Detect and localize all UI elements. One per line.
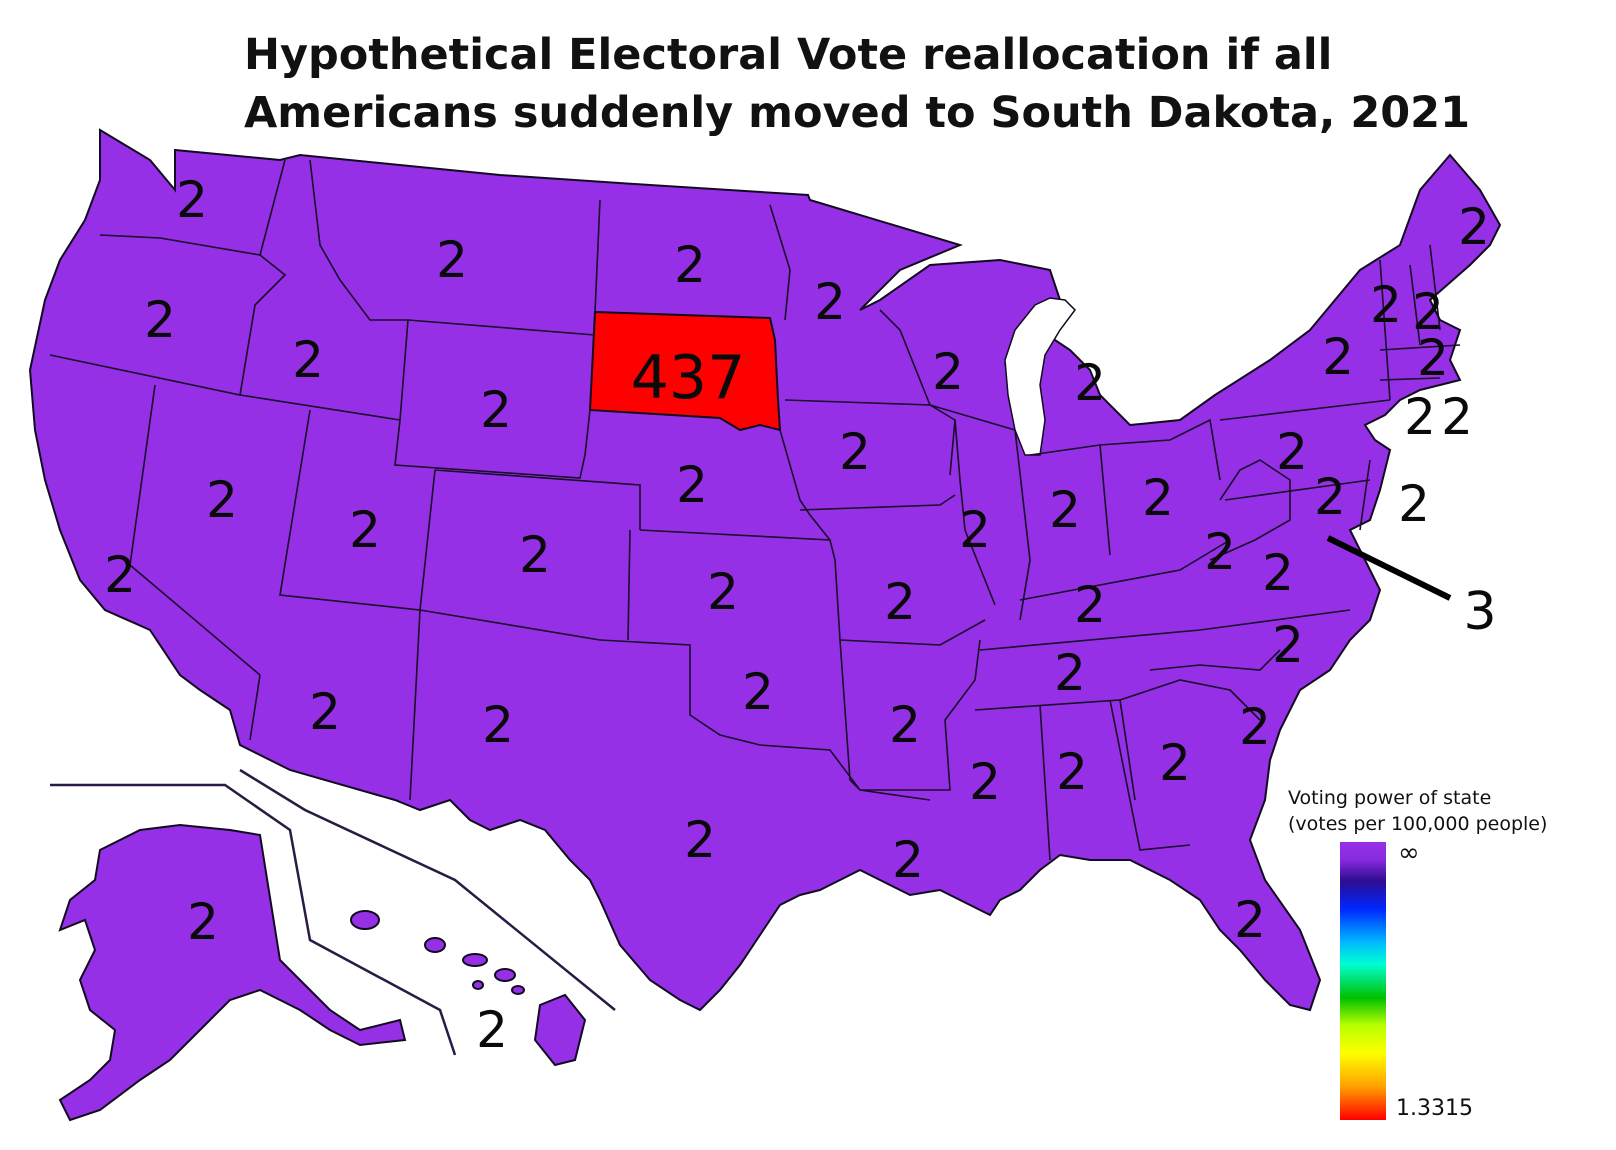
state-borders bbox=[49, 159, 1461, 861]
label-west-virginia: 2 bbox=[1204, 523, 1236, 581]
label-rhode-island: 2 bbox=[1441, 388, 1473, 446]
label-kansas: 2 bbox=[707, 563, 739, 621]
legend-max-label: ∞ bbox=[1398, 838, 1420, 868]
label-kentucky: 2 bbox=[1074, 576, 1106, 634]
label-nebraska: 2 bbox=[676, 456, 708, 514]
label-nevada: 2 bbox=[206, 471, 238, 529]
legend-title-line2: (votes per 100,000 people) bbox=[1288, 813, 1548, 835]
label-north-carolina: 2 bbox=[1272, 616, 1304, 674]
label-texas: 2 bbox=[684, 811, 716, 869]
label-florida: 2 bbox=[1234, 891, 1266, 949]
label-minnesota: 2 bbox=[814, 273, 846, 331]
alaska-shape bbox=[58, 823, 407, 1122]
label-new-mexico: 2 bbox=[482, 696, 514, 754]
label-montana: 2 bbox=[436, 231, 468, 289]
label-utah: 2 bbox=[349, 501, 381, 559]
label-oregon: 2 bbox=[144, 291, 176, 349]
label-iowa: 2 bbox=[839, 423, 871, 481]
legend-min-label: 1.3315 bbox=[1396, 1096, 1473, 1121]
dc-pointer-line bbox=[1326, 535, 1452, 601]
label-north-dakota: 2 bbox=[674, 236, 706, 294]
label-michigan: 2 bbox=[1074, 354, 1106, 412]
label-dc: 3 bbox=[1463, 582, 1496, 642]
label-oklahoma: 2 bbox=[742, 663, 774, 721]
label-california: 2 bbox=[104, 546, 136, 604]
label-ohio: 2 bbox=[1142, 469, 1174, 527]
label-wyoming: 2 bbox=[480, 381, 512, 439]
inset-border-hawaii bbox=[239, 768, 616, 1011]
label-alaska: 2 bbox=[187, 893, 219, 951]
lake-michigan bbox=[1004, 297, 1076, 456]
legend-title: Voting power of state (votes per 100,000… bbox=[1288, 785, 1547, 837]
label-vermont: 2 bbox=[1370, 276, 1402, 334]
label-washington: 2 bbox=[176, 171, 208, 229]
label-idaho: 2 bbox=[292, 331, 324, 389]
label-maryland: 2 bbox=[1314, 468, 1346, 526]
label-wisconsin: 2 bbox=[932, 343, 964, 401]
label-hawaii: 2 bbox=[476, 1001, 508, 1059]
label-tennessee: 2 bbox=[1054, 644, 1086, 702]
label-colorado: 2 bbox=[519, 526, 551, 584]
label-louisiana: 2 bbox=[892, 831, 924, 889]
label-virginia: 2 bbox=[1262, 544, 1294, 602]
legend-title-line1: Voting power of state bbox=[1288, 787, 1492, 809]
label-new-hampshire: 2 bbox=[1412, 283, 1444, 341]
label-georgia: 2 bbox=[1159, 734, 1191, 792]
label-arizona: 2 bbox=[309, 683, 341, 741]
hawaii-shape bbox=[350, 910, 587, 1067]
label-new-jersey: 2 bbox=[1398, 475, 1430, 533]
label-illinois: 2 bbox=[959, 501, 991, 559]
label-massachusetts: 2 bbox=[1417, 329, 1449, 387]
inset-border-alaska bbox=[50, 783, 457, 1056]
label-connecticut: 2 bbox=[1404, 388, 1436, 446]
label-indiana: 2 bbox=[1049, 481, 1081, 539]
label-missouri: 2 bbox=[884, 573, 916, 631]
label-new-york: 2 bbox=[1322, 328, 1354, 386]
south-dakota-shape bbox=[588, 310, 782, 432]
label-arkansas: 2 bbox=[889, 696, 921, 754]
label-mississippi: 2 bbox=[969, 753, 1001, 811]
label-alabama: 2 bbox=[1056, 743, 1088, 801]
legend-color-scale bbox=[1340, 842, 1386, 1120]
label-pennsylvania: 2 bbox=[1276, 423, 1308, 481]
label-south-carolina: 2 bbox=[1239, 698, 1271, 756]
state-labels: 2 2 2 2 2 2 2 2 2 2 2 2 437 2 2 2 2 2 2 … bbox=[104, 171, 1496, 1059]
label-south-dakota: 437 bbox=[631, 343, 746, 413]
map-title: Hypothetical Electoral Vote reallocation… bbox=[244, 30, 1471, 138]
label-maine: 2 bbox=[1458, 198, 1490, 256]
